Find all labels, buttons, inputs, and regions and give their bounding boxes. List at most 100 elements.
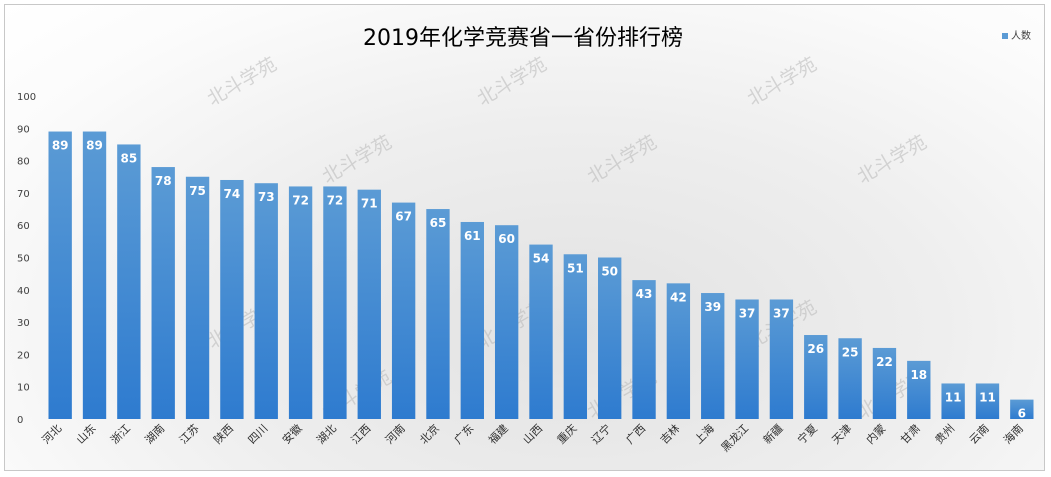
- bar: [82, 131, 107, 419]
- x-tick-label: 江苏: [177, 422, 202, 447]
- bar: [288, 186, 313, 419]
- bar-value-label: 74: [224, 187, 241, 201]
- bar: [460, 221, 484, 419]
- x-tick-label: 陕西: [211, 421, 236, 446]
- bar: [598, 257, 622, 419]
- x-tick-label: 重庆: [554, 421, 579, 446]
- bar: [426, 209, 450, 419]
- x-tick-label: 四川: [246, 422, 271, 447]
- bar: [666, 283, 691, 419]
- x-tick-label: 辽宁: [588, 421, 613, 446]
- bar-value-label: 65: [430, 216, 447, 230]
- chart-frame: 2019年化学竞赛省一省份排行榜 人数 北斗学苑 北斗学苑 北斗学苑 北斗学苑 北斗学苑…: [4, 4, 1045, 471]
- bar: [838, 338, 862, 419]
- y-tick-label: 30: [17, 318, 30, 329]
- bar-value-label: 11: [979, 390, 996, 404]
- y-tick-label: 90: [17, 124, 30, 135]
- bar: [1010, 399, 1034, 419]
- watermark-text: 北斗学苑: [319, 131, 396, 188]
- x-tick-label: 湖北: [314, 422, 339, 447]
- bar-value-label: 89: [52, 139, 69, 153]
- bar: [323, 186, 347, 419]
- bar-value-label: 42: [670, 290, 687, 304]
- bar-value-label: 22: [876, 355, 893, 369]
- bar-value-label: 61: [464, 229, 481, 243]
- y-tick-label: 0: [17, 415, 23, 426]
- bar-value-label: 50: [601, 265, 618, 279]
- bar-value-label: 51: [567, 261, 584, 275]
- bar: [907, 360, 931, 419]
- bar-value-label: 71: [361, 197, 378, 211]
- bar-value-label: 72: [327, 193, 344, 207]
- x-tick-label: 江西: [349, 422, 374, 447]
- y-axis: 0 10 20 30 40 50 60 70 80 90 100: [17, 92, 36, 426]
- bar-value-label: 18: [910, 368, 927, 382]
- x-tick-label: 山东: [74, 422, 99, 447]
- x-tick-label: 黑龙江: [719, 422, 752, 455]
- x-tick-label: 上海: [691, 421, 716, 446]
- x-tick-label: 内蒙: [863, 421, 888, 446]
- bar: [563, 254, 588, 419]
- bar-value-label: 37: [773, 306, 790, 320]
- bar-value-label: 73: [258, 190, 275, 204]
- bar: [529, 244, 553, 419]
- bar: [220, 179, 244, 419]
- y-tick-label: 50: [17, 254, 30, 265]
- bar: [941, 383, 965, 419]
- bar: [735, 299, 759, 419]
- bar: [117, 144, 141, 419]
- x-tick-label: 浙江: [108, 422, 133, 447]
- x-tick-label: 天津: [829, 422, 854, 447]
- x-tick-label: 北京: [417, 421, 442, 446]
- x-tick-label: 新疆: [760, 421, 785, 446]
- x-tick-label: 湖南: [143, 422, 168, 447]
- x-tick-label: 贵州: [933, 422, 958, 447]
- bar: [632, 280, 656, 419]
- chart-title: 2019年化学竞赛省一省份排行榜: [363, 26, 683, 51]
- watermark-text: 北斗学苑: [204, 53, 281, 110]
- bar-value-label: 85: [121, 151, 138, 165]
- watermark-text: 北斗学苑: [744, 53, 821, 110]
- bar-value-label: 89: [86, 139, 103, 153]
- x-tick-label: 广东: [452, 422, 477, 447]
- x-tick-label: 海南: [1000, 421, 1025, 446]
- bar-value-label: 37: [739, 306, 756, 320]
- bar: [872, 347, 897, 419]
- bar: [701, 293, 725, 419]
- legend: 人数: [1002, 29, 1031, 42]
- watermark-text: 北斗学苑: [584, 131, 661, 188]
- bar: [804, 335, 828, 419]
- x-axis: 河北 山东 浙江 湖南 江苏 陕西 四川 安徽 湖北 江西 河南 北京 广东 福建 山西 重庆 辽宁 广西 吉林 上海…: [40, 421, 1026, 454]
- bar-value-label: 78: [155, 174, 172, 188]
- bar: [48, 131, 72, 419]
- bar-value-label: 54: [533, 252, 550, 266]
- bars: 89 89 85 78 75 74 73 72 72 71 67 65 61 60 54 51 50 43 42 39…: [48, 131, 1034, 421]
- bar: [494, 225, 519, 419]
- y-tick-label: 20: [17, 350, 30, 361]
- bar-value-label: 26: [807, 342, 824, 356]
- bar-value-label: 25: [842, 345, 859, 359]
- y-tick-label: 70: [17, 189, 30, 200]
- x-tick-label: 河北: [40, 422, 65, 447]
- legend-swatch: [1002, 33, 1008, 39]
- y-tick-label: 80: [17, 157, 30, 168]
- bar-value-label: 43: [636, 287, 653, 301]
- x-tick-label: 吉林: [657, 421, 682, 446]
- x-tick-label: 山西: [520, 422, 545, 447]
- x-tick-label: 福建: [485, 421, 510, 446]
- x-tick-label: 甘肃: [898, 422, 923, 447]
- x-tick-label: 宁夏: [794, 421, 819, 446]
- bar: [185, 176, 210, 419]
- watermark-text: 北斗学苑: [474, 53, 551, 110]
- x-tick-label: 安徽: [279, 421, 304, 446]
- y-tick-label: 100: [17, 92, 36, 103]
- bar: [357, 189, 381, 419]
- x-tick-label: 河南: [383, 422, 408, 447]
- bar-value-label: 6: [1018, 407, 1026, 421]
- bar-value-label: 60: [498, 232, 515, 246]
- watermark-text: 北斗学苑: [854, 131, 931, 188]
- bar: [254, 183, 278, 419]
- y-tick-label: 60: [17, 221, 30, 232]
- bar: [769, 299, 794, 419]
